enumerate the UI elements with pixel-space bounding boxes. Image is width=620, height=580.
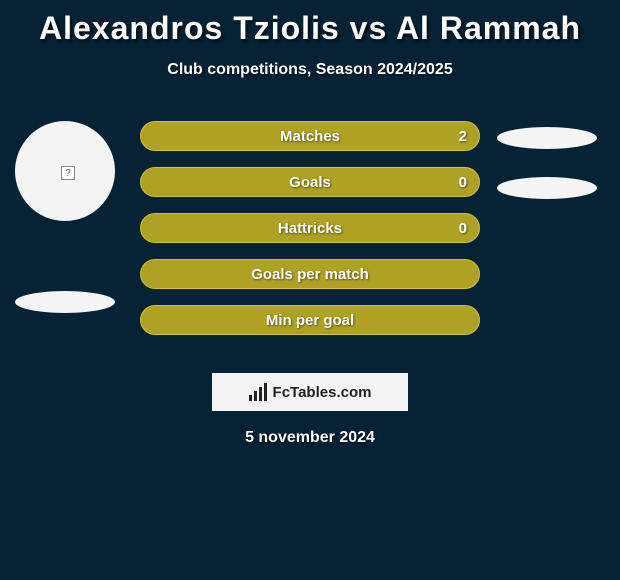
stat-bars: Matches 2 Goals 0 Hattricks 0 Goals per … xyxy=(140,121,480,351)
stat-label: Goals xyxy=(289,174,331,191)
stat-bar-goals: Goals 0 xyxy=(140,167,480,197)
player-right-shadow-1 xyxy=(497,127,597,149)
player-right-shadow-2 xyxy=(497,177,597,199)
stat-label: Min per goal xyxy=(266,312,354,329)
player-left-avatar: ? xyxy=(15,121,115,221)
stat-label: Hattricks xyxy=(278,220,342,237)
player-left-panel: ? xyxy=(10,121,120,313)
stat-label: Matches xyxy=(280,128,340,145)
stat-label: Goals per match xyxy=(251,266,369,283)
footer-brand-box: FcTables.com xyxy=(212,373,408,411)
stat-value: 0 xyxy=(459,220,467,237)
stat-value: 0 xyxy=(459,174,467,191)
missing-image-icon: ? xyxy=(61,166,75,180)
page-title: Alexandros Tziolis vs Al Rammah xyxy=(0,0,620,47)
player-left-shadow xyxy=(15,291,115,313)
chart-bars-icon xyxy=(249,383,267,401)
comparison-content: ? Matches 2 Goals 0 Hattricks 0 Goals pe… xyxy=(0,121,620,361)
footer-brand-text: FcTables.com xyxy=(273,384,372,401)
page-subtitle: Club competitions, Season 2024/2025 xyxy=(0,61,620,79)
stat-bar-min-per-goal: Min per goal xyxy=(140,305,480,335)
stat-value: 2 xyxy=(459,128,467,145)
stat-bar-goals-per-match: Goals per match xyxy=(140,259,480,289)
player-right-panel xyxy=(492,121,602,199)
footer-date: 5 november 2024 xyxy=(0,429,620,447)
stat-bar-matches: Matches 2 xyxy=(140,121,480,151)
stat-bar-hattricks: Hattricks 0 xyxy=(140,213,480,243)
